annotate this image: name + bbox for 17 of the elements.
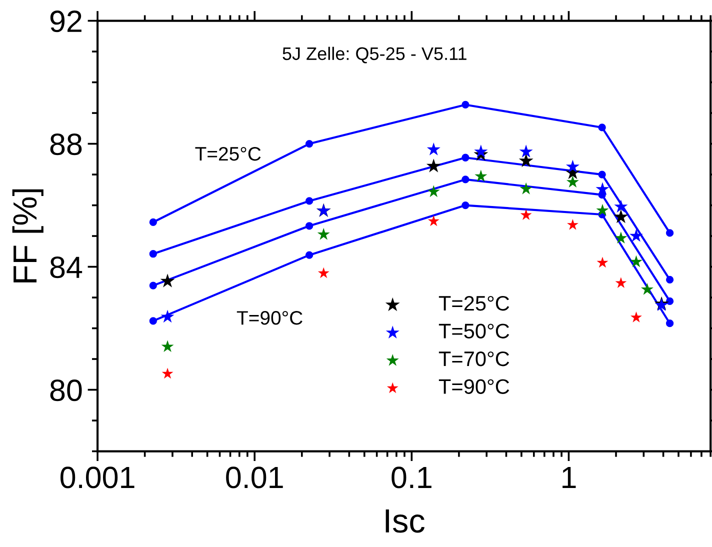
y-tick-label: 92 [50, 10, 82, 32]
annotation: T=90°C [236, 310, 302, 325]
legend-label: T=50°C [438, 324, 510, 338]
y-tick-label: 88 [50, 134, 82, 156]
legend-label: T=25°C [438, 296, 510, 311]
x-tick-label: 0.01 [226, 466, 283, 488]
legend-label: T=90°C [438, 379, 510, 394]
annotation: T=25°C [195, 146, 261, 161]
legend-label: T=70°C [438, 351, 510, 366]
annotation: 5J Zelle: Q5-25 - V5.11 [282, 46, 466, 64]
y-tick-label: 84 [50, 256, 82, 278]
x-tick-label: 0.001 [60, 466, 134, 488]
x-axis-title: Isc [386, 509, 424, 533]
x-tick-label: 0.1 [392, 466, 432, 488]
x-tick-label: 1 [562, 466, 576, 488]
y-axis-title: FF [%] [12, 189, 44, 282]
y-tick-label: 80 [50, 380, 82, 402]
